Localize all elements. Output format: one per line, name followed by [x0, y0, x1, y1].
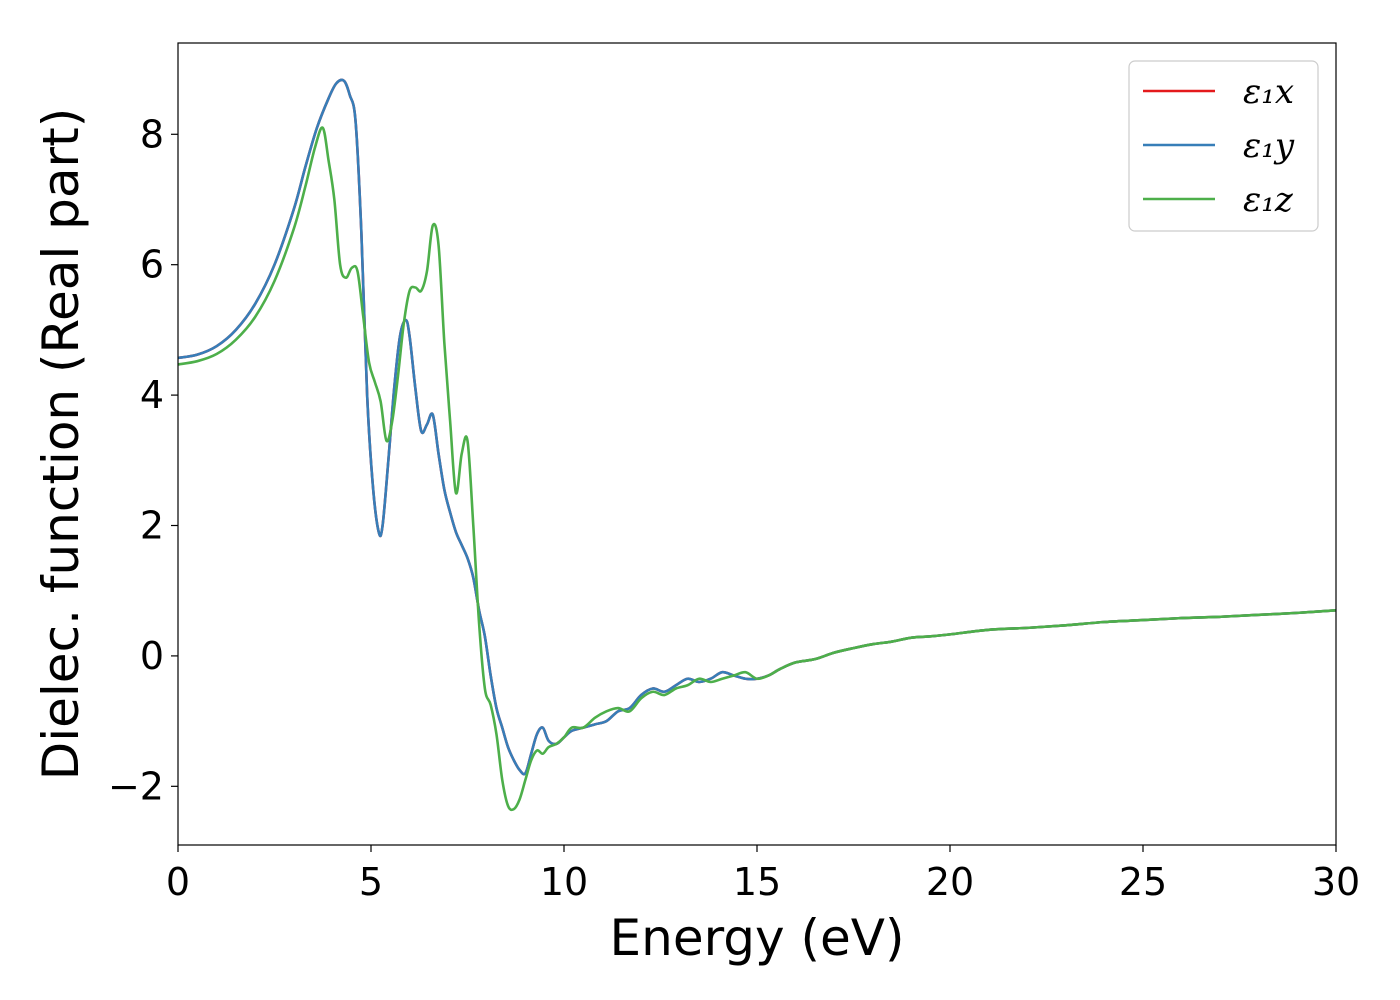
series-line-3 — [178, 126, 1336, 812]
y-tick-label: 4 — [140, 373, 164, 417]
y-axis-title: Dielec. function (Real part) — [32, 108, 90, 780]
x-tick-label: 30 — [1312, 860, 1360, 904]
legend-label-2: ε₁y — [1243, 126, 1295, 166]
x-tick-label: 10 — [540, 860, 588, 904]
y-axis-ticks: −2 0 2 4 6 8 — [108, 112, 178, 808]
x-tick-label: 25 — [1119, 860, 1167, 904]
x-tick-label: 5 — [359, 860, 383, 904]
legend-label-1: ε₁x — [1243, 72, 1294, 112]
y-tick-label: 8 — [140, 112, 164, 156]
legend: ε₁x ε₁y ε₁z — [1128, 60, 1319, 232]
y-tick-label: 2 — [140, 504, 164, 548]
y-tick-label: 6 — [140, 243, 164, 287]
x-tick-label: 20 — [926, 860, 974, 904]
legend-label-3: ε₁z — [1243, 180, 1294, 220]
x-tick-label: 0 — [166, 860, 190, 904]
series-layer — [178, 78, 1336, 812]
x-tick-label: 15 — [733, 860, 781, 904]
x-axis-title: Energy (eV) — [610, 909, 905, 967]
legend-box — [1128, 60, 1319, 232]
x-axis-ticks: 0 5 10 15 20 25 30 — [166, 845, 1360, 904]
y-tick-label: −2 — [108, 764, 164, 808]
y-tick-label: 0 — [140, 634, 164, 678]
